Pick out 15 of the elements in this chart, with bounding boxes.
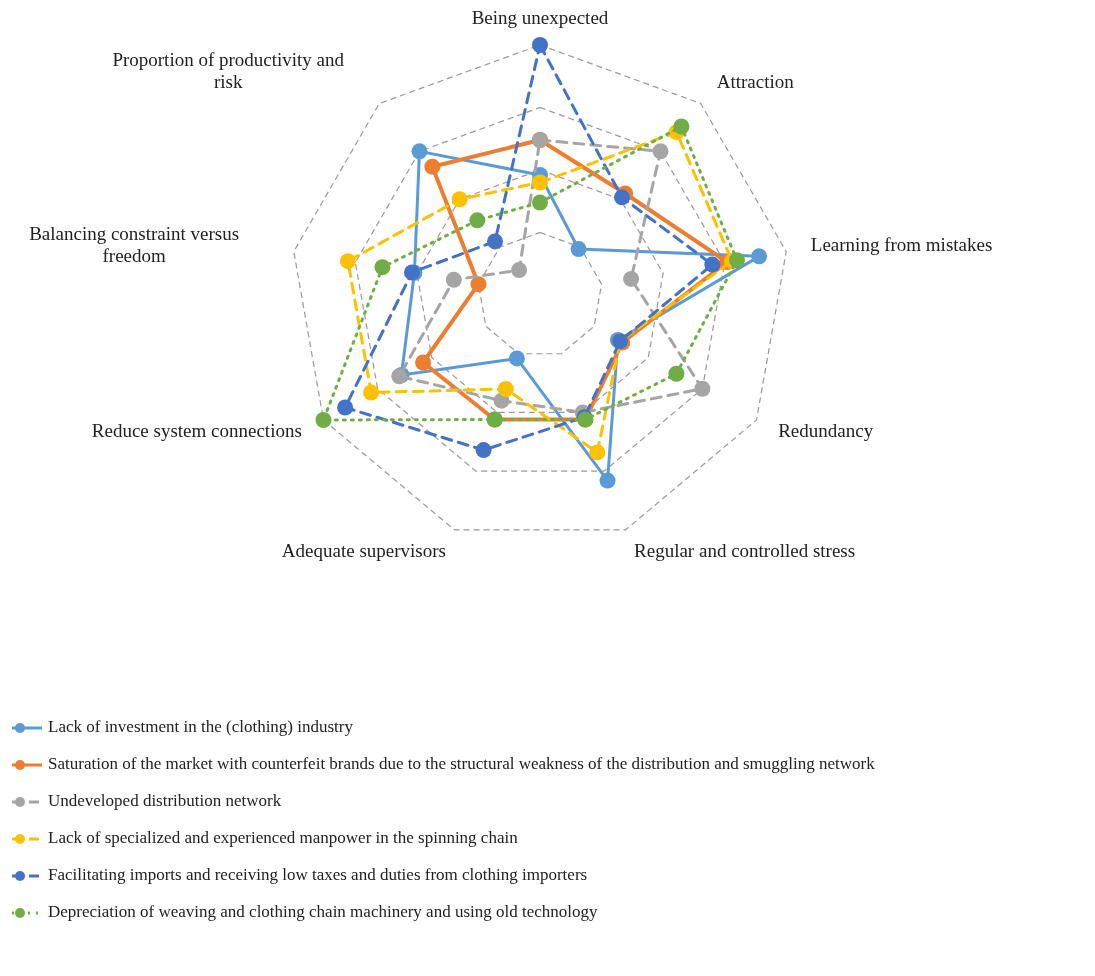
legend-label: Lack of investment in the (clothing) industry (48, 716, 354, 736)
spoke-label: Learning from mistakes (810, 234, 993, 256)
spoke-label: Regular and controlled stress (634, 540, 856, 562)
legend-label: Depreciation of weaving and clothing chain machinery and using old technology (48, 901, 598, 921)
spoke-label: Redundancy (778, 419, 874, 441)
spoke-label: Proportion of productivity and risk (112, 49, 345, 93)
spoke-label: Adequate supervisors (281, 540, 446, 562)
legend-label: Undeveloped distribution network (48, 790, 282, 810)
legend-label: Lack of specialized and experienced manpower in the spinning chain (48, 827, 519, 847)
spoke-label: Attraction (716, 71, 795, 93)
spoke-label: Reduce system connections (91, 419, 302, 441)
legend-label: Saturation of the market with counterfeit brands due to the structural weakness of the distribution and smuggling network (48, 753, 876, 773)
spoke-label: Balancing constraint versus freedom (29, 223, 240, 267)
spoke-label: Being unexpected (471, 7, 609, 29)
legend-label: Facilitating imports and receiving low taxes and duties from clothing importers (48, 864, 588, 884)
